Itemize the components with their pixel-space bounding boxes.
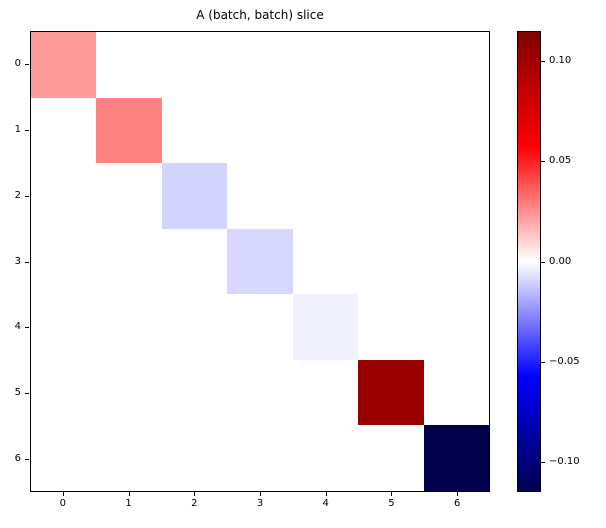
y-tick-label: 5	[14, 387, 21, 399]
heatmap-cell	[161, 163, 228, 229]
y-tick-label: 1	[14, 123, 21, 135]
heatmap-cell	[161, 359, 228, 426]
heatmap-cell	[358, 163, 424, 229]
heatmap-cell	[31, 228, 97, 295]
colorbar-tick-mark	[541, 161, 545, 163]
heatmap-cell	[96, 425, 162, 491]
heatmap-cell	[358, 425, 424, 491]
heatmap-cell	[227, 294, 293, 360]
heatmap-cell	[31, 163, 97, 229]
heatmap-cell	[227, 359, 293, 426]
heatmap-cell	[227, 228, 293, 295]
y-tick-label: 2	[14, 189, 21, 201]
heatmap-cell	[31, 359, 97, 426]
heatmap-cell	[227, 163, 293, 229]
x-tick-label: 4	[322, 498, 329, 509]
heatmap-cell	[161, 32, 228, 98]
heatmap-cell	[423, 359, 489, 426]
heatmap-cell	[423, 32, 489, 98]
heatmap-cell	[292, 425, 359, 491]
x-tick-mark	[62, 492, 64, 496]
heatmap-cell	[358, 294, 424, 360]
heatmap-cell	[423, 228, 489, 295]
heatmap-cell	[161, 97, 228, 164]
heatmap-cell	[423, 163, 489, 229]
heatmap-cell	[358, 32, 424, 98]
colorbar-tick-label: 0.10	[549, 55, 572, 67]
heatmap-cell	[31, 97, 97, 164]
heatmap-cell	[31, 294, 97, 360]
heatmap-cell	[358, 97, 424, 164]
heatmap-cell	[161, 228, 228, 295]
heatmap-cell	[292, 32, 359, 98]
y-tick-label: 0	[14, 57, 21, 69]
y-tick-mark	[25, 393, 29, 395]
x-tick-label: 0	[59, 498, 67, 509]
x-tick-mark	[194, 492, 196, 496]
colorbar-tick-label: −0.05	[549, 355, 580, 367]
x-tick-mark	[260, 492, 261, 496]
colorbar-tick-mark	[541, 461, 545, 463]
y-tick-mark	[25, 63, 29, 65]
heatmap-cell	[96, 294, 162, 360]
colorbar-tick-label: 0.05	[549, 155, 572, 167]
x-tick-label: 2	[191, 498, 198, 509]
heatmap-cell	[161, 294, 228, 360]
heatmap-cell	[227, 32, 293, 98]
y-tick-label: 4	[14, 321, 21, 333]
heatmap-cell	[423, 97, 489, 164]
heatmap-cell	[292, 228, 359, 295]
y-tick-mark	[25, 195, 29, 197]
x-tick-label: 3	[256, 498, 264, 509]
heatmap-cell	[227, 97, 293, 164]
heatmap-cell	[96, 359, 162, 426]
heatmap-cell	[292, 359, 359, 426]
heatmap-cell	[358, 359, 424, 426]
y-tick-mark	[25, 327, 29, 329]
heatmap-cell	[292, 97, 359, 164]
chart-title: A (batch, batch) slice	[196, 8, 324, 22]
heatmap-cell	[96, 163, 162, 229]
y-tick-mark	[25, 459, 29, 461]
colorbar-tick-label: −0.10	[549, 455, 580, 467]
heatmap-cell	[358, 228, 424, 295]
heatmap-cell	[292, 163, 359, 229]
heatmap-cell	[96, 228, 162, 295]
colorbar-tick-mark	[541, 61, 545, 63]
y-tick-label: 6	[14, 453, 21, 465]
heatmap-plot-area	[30, 31, 490, 492]
heatmap-grid	[31, 32, 489, 491]
heatmap-cell	[96, 32, 162, 98]
heatmap-cell	[161, 425, 228, 491]
y-tick-mark	[25, 261, 29, 263]
heatmap-cell	[31, 425, 97, 491]
x-tick-label: 1	[125, 498, 132, 509]
y-tick-label: 3	[14, 255, 21, 267]
x-tick-mark	[325, 492, 327, 496]
x-tick-mark	[457, 492, 459, 496]
colorbar-tick-mark	[541, 261, 545, 263]
heatmap-cell	[423, 425, 489, 491]
x-tick-mark	[391, 492, 393, 496]
colorbar-tick-mark	[541, 361, 545, 363]
heatmap-cell	[31, 32, 97, 98]
x-tick-mark	[128, 492, 130, 496]
y-tick-mark	[25, 129, 29, 131]
heatmap-cell	[96, 97, 162, 164]
heatmap-cell	[292, 294, 359, 360]
x-tick-label: 5	[388, 498, 395, 509]
colorbar-tick-label: 0.00	[549, 255, 572, 267]
x-tick-label: 6	[453, 498, 461, 509]
heatmap-cell	[227, 425, 293, 491]
heatmap-cell	[423, 294, 489, 360]
colorbar	[517, 31, 541, 492]
